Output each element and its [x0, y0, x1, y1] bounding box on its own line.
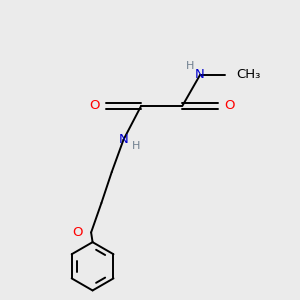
- Text: O: O: [72, 226, 83, 239]
- Text: N: N: [118, 133, 128, 146]
- Text: H: H: [186, 61, 194, 71]
- Text: O: O: [89, 99, 99, 112]
- Text: CH₃: CH₃: [236, 68, 261, 81]
- Text: O: O: [224, 99, 235, 112]
- Text: H: H: [132, 141, 140, 151]
- Text: N: N: [195, 68, 205, 81]
